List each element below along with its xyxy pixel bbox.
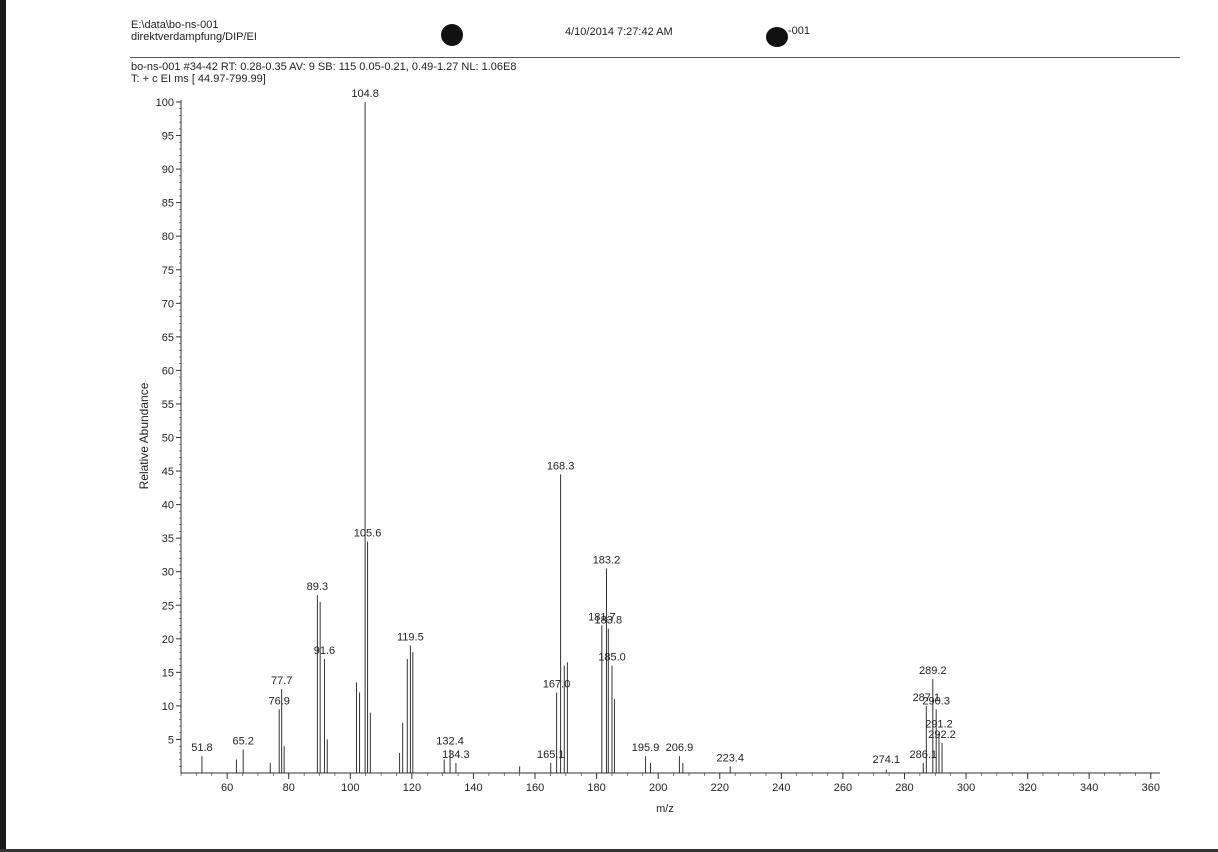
y-tick-label: 25: [162, 600, 174, 612]
y-tick-label: 20: [162, 634, 174, 646]
peak-label: 77.7: [271, 675, 292, 687]
peak-label: 287.1: [913, 692, 941, 704]
peak-label: 206.9: [666, 742, 694, 754]
scan-edge-left: [0, 0, 6, 852]
x-tick-label: 320: [1018, 782, 1036, 794]
peak-label: 290.3: [922, 695, 950, 707]
y-tick-label: 60: [162, 365, 174, 377]
x-tick-label: 240: [772, 782, 790, 794]
y-axis: 5 10 15 20 25 30 35 40 45 50 55 60 65 70 75 80 85 90 95 100: [156, 97, 182, 773]
peak-label: 185.0: [598, 652, 626, 664]
peak-label: 134.3: [442, 749, 470, 761]
peak-label: 274.1: [873, 754, 901, 766]
header-method: direktverdampfung/DIP/EI: [131, 31, 257, 43]
y-tick-label: 70: [162, 298, 174, 310]
x-tick-label: 80: [283, 782, 295, 794]
peak-label: 183.8: [595, 615, 623, 627]
x-tick-label: 260: [834, 782, 852, 794]
peak-label: 105.6: [354, 528, 382, 540]
peak-label: 291.2: [925, 719, 953, 731]
x-tick-label: 340: [1080, 782, 1098, 794]
peak-label: 292.2: [928, 729, 956, 741]
y-axis-title: Relative Abundance: [137, 382, 151, 489]
x-tick-label: 280: [895, 782, 913, 794]
y-tick-label: 65: [162, 332, 174, 344]
peak-label: 132.4: [436, 736, 464, 748]
x-tick-label: 140: [464, 782, 482, 794]
peak-label: 51.8: [191, 742, 212, 754]
x-axis: 60 80 100 120 140 160 180 200 220 240 260 280 300 320…: [180, 772, 1160, 794]
y-tick-label: 95: [162, 131, 174, 143]
peak-labels: 51.8 65.2 76.9 77.7 89.3 91.6 104.8 105.6 119.5 1…: [191, 88, 956, 766]
redaction-blob-1: [441, 24, 463, 46]
y-tick-label: 30: [162, 567, 174, 579]
peak-label: 289.2: [919, 665, 947, 677]
peak-label: 195.9: [632, 742, 660, 754]
y-tick-label: 90: [162, 164, 174, 176]
x-tick-label: 180: [587, 782, 605, 794]
y-tick-label: 15: [162, 667, 174, 679]
y-tick-label: 40: [162, 500, 174, 512]
peak-label: 65.2: [232, 736, 253, 748]
peak-label: 165.1: [537, 749, 565, 761]
y-tick-label: 10: [162, 701, 174, 713]
y-tick-label: 100: [156, 97, 174, 109]
peak-label: 223.4: [716, 752, 744, 764]
peak-label: 183.2: [593, 554, 621, 566]
y-tick-label: 85: [162, 198, 174, 210]
header-scan-info: bo-ns-001 #34-42 RT: 0.28-0.35 AV: 9 SB:…: [131, 61, 517, 73]
y-tick-label: 50: [162, 433, 174, 445]
y-tick-label: 75: [162, 265, 174, 277]
x-tick-label: 360: [1142, 782, 1160, 794]
peak-label: 167.0: [543, 678, 571, 690]
x-axis-title: m/z: [656, 803, 674, 815]
header-file-path: E:\data\bo-ns-001: [131, 19, 219, 31]
header-datetime: 4/10/2014 7:27:42 AM: [565, 26, 673, 38]
x-tick-label: 100: [341, 782, 359, 794]
header-sample-id: -001: [788, 25, 811, 37]
peak-label: 104.8: [351, 88, 379, 100]
peaks: [201, 102, 943, 773]
scan-edge-bottom: [0, 849, 1218, 852]
peak-label: 89.3: [307, 581, 328, 593]
y-tick-label: 35: [162, 533, 174, 545]
peak-label: 181.7: [588, 611, 616, 623]
x-tick-label: 120: [403, 782, 421, 794]
y-tick-label: 45: [162, 466, 174, 478]
peak-label: 168.3: [547, 460, 575, 472]
peak-label: 286.1: [909, 749, 937, 761]
peak-label: 91.6: [314, 645, 335, 657]
peak-label: 119.5: [397, 632, 424, 644]
header-rule: [130, 57, 1180, 58]
header-filter: T: + c EI ms [ 44.97-799.99]: [131, 73, 266, 85]
x-tick-label: 60: [221, 782, 233, 794]
y-tick-label: 80: [162, 231, 174, 243]
y-tick-label: 5: [168, 734, 174, 746]
peak-label: 76.9: [268, 695, 289, 707]
y-tick-label: 55: [162, 399, 174, 411]
x-tick-label: 160: [526, 782, 544, 794]
x-tick-label: 200: [649, 782, 667, 794]
x-tick-label: 220: [711, 782, 729, 794]
x-tick-label: 300: [957, 782, 975, 794]
redaction-blob-2: [766, 27, 788, 47]
